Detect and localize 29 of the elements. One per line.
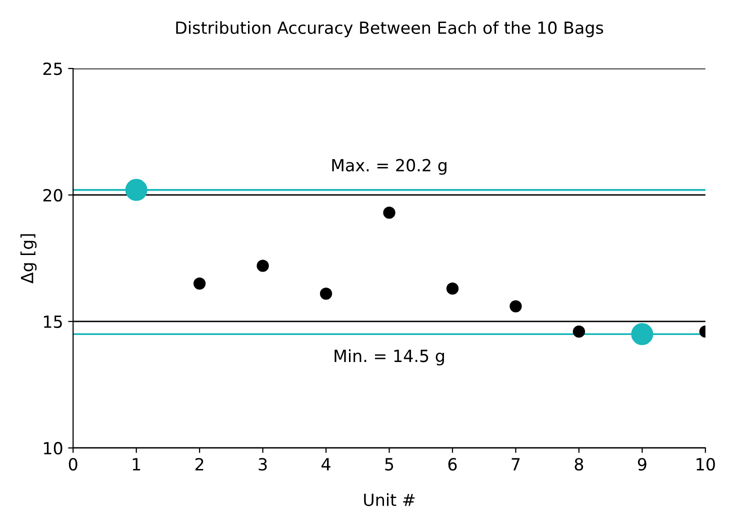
- x-axis-title: Unit #: [364, 493, 415, 506]
- ref-line-label: Max. = 20.2 g: [332, 158, 446, 175]
- y-tick-label: 20: [43, 188, 62, 202]
- y-tick-label: 25: [43, 62, 62, 76]
- x-tick-label: 3: [258, 458, 267, 471]
- point: [125, 178, 148, 201]
- point: [446, 282, 459, 295]
- point: [572, 326, 586, 338]
- point: [193, 277, 206, 290]
- x-tick-label: 8: [574, 458, 584, 471]
- x-tick-label: 9: [638, 458, 646, 471]
- x-tick-label: 4: [322, 458, 330, 470]
- point: [320, 288, 332, 300]
- point: [383, 206, 396, 219]
- y-axis-title: Δg [g]: [20, 234, 37, 284]
- x-tick-label: 7: [512, 458, 520, 470]
- x-tick-label: 2: [195, 458, 204, 470]
- x-tick-label: 5: [385, 458, 394, 471]
- y-tick-label: 15: [44, 316, 62, 328]
- point: [256, 260, 269, 272]
- x-tick-label: 6: [448, 458, 457, 471]
- y-tick-label: 10: [44, 442, 62, 455]
- ref-line-label: Min. = 14.5 g: [334, 349, 444, 366]
- chart-title: Distribution Accuracy Between Each of the 10 Bags: [176, 21, 604, 38]
- x-tick-label: 10: [696, 458, 715, 471]
- x-tick-label: 0: [68, 458, 78, 471]
- point: [631, 323, 654, 346]
- point: [510, 300, 522, 312]
- x-tick-label: 1: [132, 458, 140, 470]
